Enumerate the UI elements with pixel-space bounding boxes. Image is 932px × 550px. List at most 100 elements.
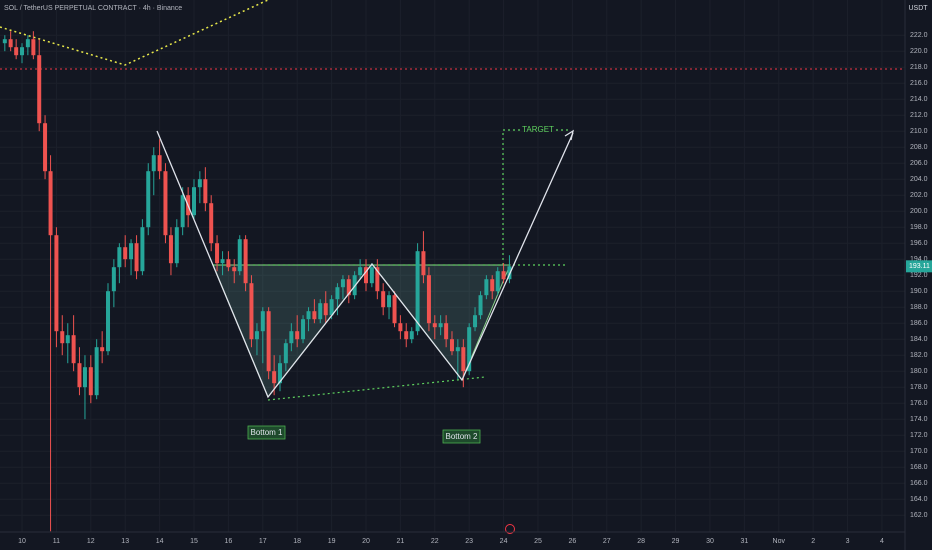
candle-body: [283, 343, 288, 364]
candle-body: [444, 323, 449, 340]
y-tick-label: 192.0: [910, 272, 928, 279]
candle-body: [117, 247, 122, 268]
candle-body: [237, 239, 242, 272]
candle-body: [363, 267, 368, 284]
candle-body: [335, 287, 340, 300]
candle-body: [467, 327, 472, 372]
label-box: [442, 429, 481, 444]
candle-body: [60, 331, 65, 344]
candle-body: [306, 311, 311, 320]
candle-body: [174, 227, 179, 264]
candle-body: [243, 239, 248, 284]
y-tick-label: 206.0: [910, 160, 928, 167]
candle-body: [37, 55, 42, 124]
y-tick-label: 186.0: [910, 320, 928, 327]
candle-body: [346, 279, 351, 296]
x-tick-label: 31: [740, 538, 748, 545]
candle-body: [220, 259, 225, 264]
arrow-head: [564, 129, 574, 141]
candle-body: [323, 303, 328, 316]
candle-body: [392, 295, 397, 324]
bottom-label: Bottom 2: [445, 432, 478, 441]
candle-body: [31, 39, 36, 56]
x-tick-label: 26: [568, 538, 576, 545]
y-tick-label: 168.0: [910, 464, 928, 471]
candle-body: [318, 303, 323, 320]
x-tick-label: 25: [534, 538, 542, 545]
x-tick-label: 14: [156, 538, 164, 545]
candle-body: [14, 47, 19, 56]
candle-body: [272, 371, 277, 384]
candle-body: [180, 195, 185, 228]
y-tick-label: 210.0: [910, 128, 928, 135]
candle-body: [77, 363, 82, 388]
candle-body: [151, 155, 156, 172]
y-tick-label: 178.0: [910, 384, 928, 391]
support-line: [267, 376, 486, 401]
candle-body: [277, 363, 282, 384]
x-tick-label: 30: [706, 538, 714, 545]
y-tick-label: 170.0: [910, 448, 928, 455]
x-tick-label: 18: [293, 538, 301, 545]
x-tick-label: 13: [121, 538, 129, 545]
candle-body: [209, 203, 214, 244]
candle-body: [48, 171, 53, 236]
y-tick-label: 172.0: [910, 432, 928, 439]
y-tick-label: 190.0: [910, 288, 928, 295]
x-tick-label: 17: [259, 538, 267, 545]
target-label: TARGET: [522, 125, 554, 134]
candle-body: [123, 247, 128, 260]
candle-body: [2, 39, 7, 44]
candle-body: [369, 267, 374, 284]
y-tick-label: 180.0: [910, 368, 928, 375]
y-tick-label: 222.0: [910, 32, 928, 39]
trend-line: [0, 0, 269, 66]
x-tick-label: 29: [672, 538, 680, 545]
candle-body: [381, 291, 386, 308]
y-tick-label: 214.0: [910, 96, 928, 103]
candle-body: [65, 335, 70, 344]
x-tick-label: Nov: [773, 538, 786, 545]
candle-body: [43, 123, 48, 172]
x-tick-label: 27: [603, 538, 611, 545]
projection-path: [156, 130, 574, 399]
x-tick-label: 23: [465, 538, 473, 545]
currency-label[interactable]: USDT: [908, 5, 928, 12]
bottom-label: Bottom 1: [250, 428, 283, 437]
x-tick-label: 16: [225, 538, 233, 545]
x-tick-label: 15: [190, 538, 198, 545]
candle-body: [507, 266, 512, 280]
event-icon[interactable]: [505, 524, 515, 534]
y-tick-label: 216.0: [910, 80, 928, 87]
y-tick-label: 182.0: [910, 352, 928, 359]
candle-body: [295, 331, 300, 340]
candle-body: [340, 279, 345, 288]
candle-body: [215, 243, 220, 264]
candle-body: [415, 251, 420, 332]
y-tick-label: 184.0: [910, 336, 928, 343]
candle-body: [449, 339, 454, 352]
candle-body: [254, 331, 259, 340]
candle-body: [54, 235, 59, 332]
candle-body: [312, 311, 317, 320]
candle-body: [94, 347, 99, 396]
candle-body: [501, 271, 506, 280]
candle-body: [404, 331, 409, 340]
candle-body: [134, 243, 139, 272]
y-tick-label: 200.0: [910, 208, 928, 215]
candle-body: [289, 331, 294, 344]
candle-body: [329, 299, 334, 316]
candle-body: [266, 311, 271, 372]
x-tick-label: 19: [328, 538, 336, 545]
y-tick-label: 208.0: [910, 144, 928, 151]
candle-body: [358, 267, 363, 276]
candle-body: [20, 47, 25, 56]
candle-body: [375, 267, 380, 292]
candle-body: [163, 171, 168, 236]
y-tick-label: 202.0: [910, 192, 928, 199]
y-tick-label: 198.0: [910, 224, 928, 231]
candle-body: [387, 295, 392, 308]
x-tick-label: 10: [18, 538, 26, 545]
target-line: [502, 129, 520, 265]
candle-body: [490, 279, 495, 292]
